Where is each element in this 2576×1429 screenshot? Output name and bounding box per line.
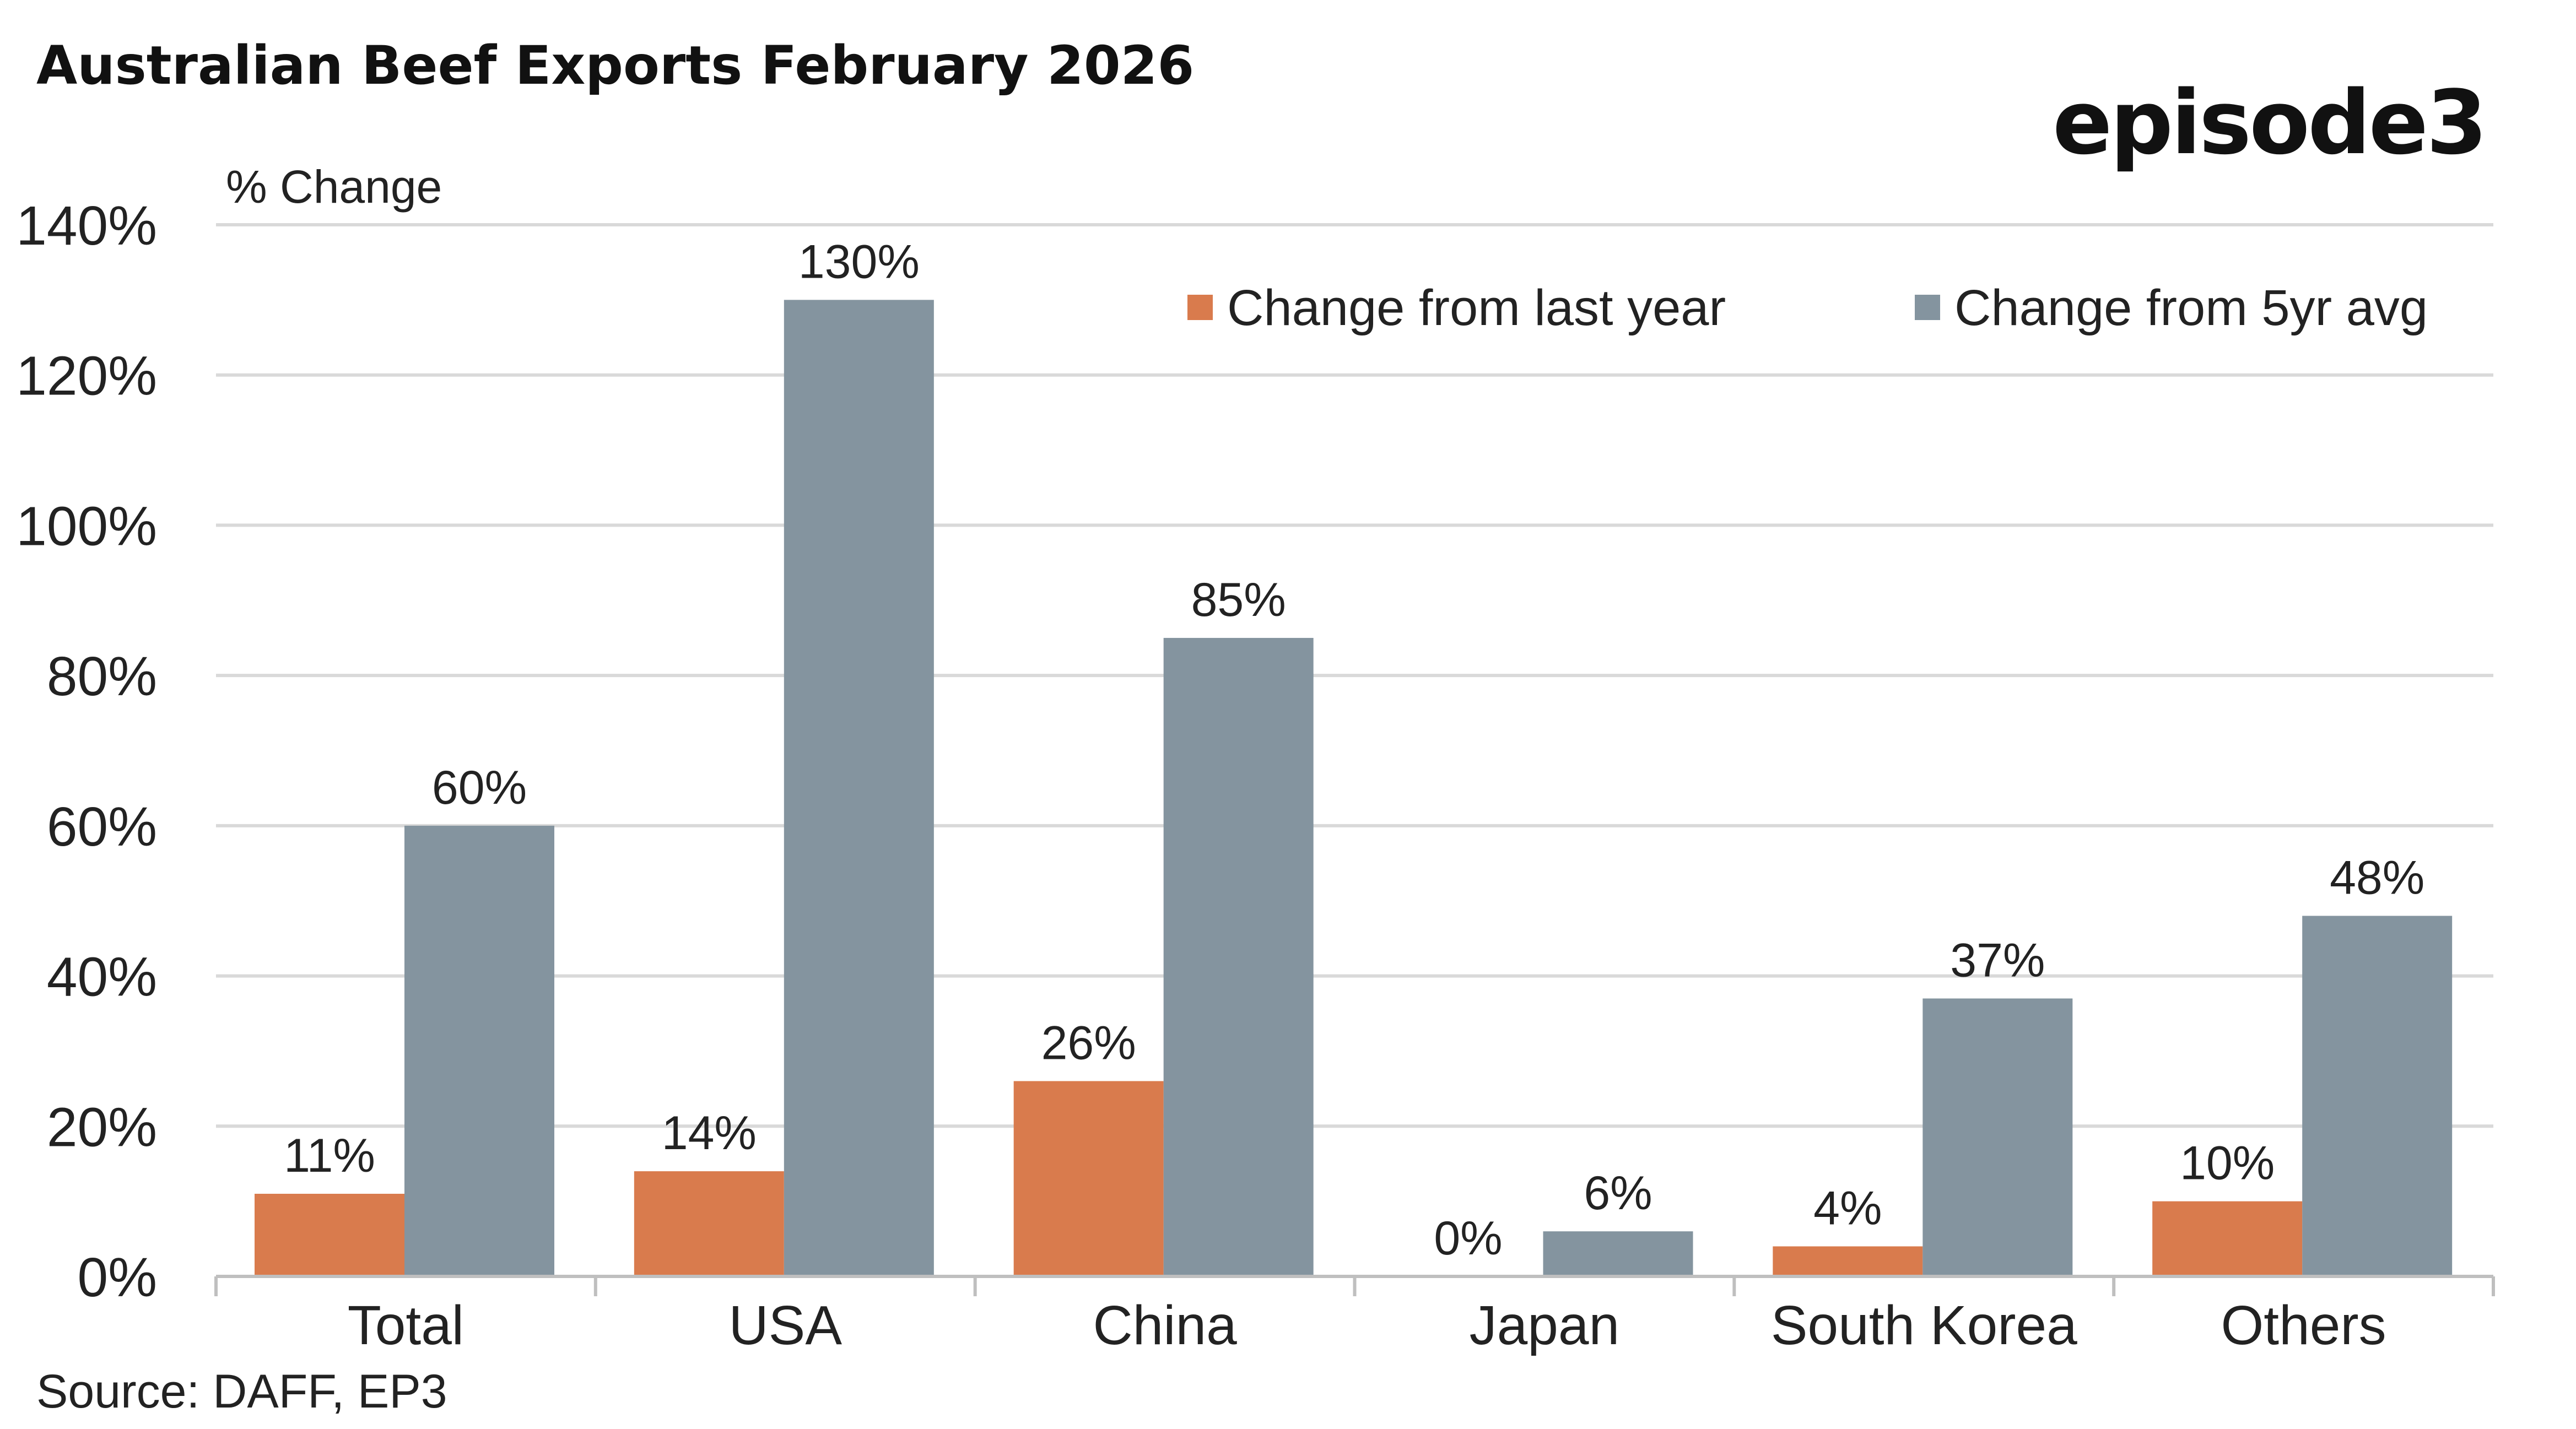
- y-axis-ticks: 0% 20% 40% 60% 80% 100% 120% 140%: [16, 195, 157, 1308]
- y-tick-label: 40%: [47, 946, 157, 1008]
- bar: [784, 300, 934, 1276]
- bar: [1773, 1246, 1923, 1276]
- y-axis-label: % Change: [226, 161, 442, 213]
- y-tick-label: 120%: [16, 345, 157, 407]
- bar: [1163, 637, 1314, 1276]
- legend-label: Change from last year: [1227, 280, 1726, 336]
- data-label: 37%: [1950, 934, 2045, 987]
- x-category-label: USA: [728, 1295, 842, 1356]
- y-tick-label: 80%: [47, 646, 157, 707]
- bar: [1543, 1231, 1693, 1276]
- bar: [404, 825, 554, 1276]
- x-category-label: China: [1093, 1295, 1237, 1356]
- x-category-label: Others: [2221, 1295, 2386, 1356]
- bar: [1013, 1081, 1164, 1276]
- gridlines: [216, 223, 2493, 1128]
- episode3-logo: episode3: [2053, 71, 2485, 174]
- y-tick-label: 0%: [77, 1247, 157, 1308]
- bar: [2302, 916, 2453, 1276]
- y-tick-label: 140%: [16, 195, 157, 257]
- bars: [255, 300, 2453, 1276]
- data-label: 6%: [1584, 1167, 1652, 1220]
- legend: Change from last year Change from 5yr avg: [1187, 280, 2428, 336]
- x-category-label: South Korea: [1771, 1295, 2077, 1356]
- data-label: 0%: [1434, 1212, 1502, 1265]
- bar: [634, 1171, 784, 1276]
- legend-swatch: [1187, 295, 1213, 320]
- x-axis: Total USA China Japan South Korea Others: [214, 1275, 2495, 1356]
- data-label: 14%: [662, 1107, 757, 1160]
- data-label: 11%: [284, 1129, 375, 1182]
- data-label: 85%: [1191, 573, 1286, 626]
- bar: [255, 1194, 404, 1276]
- y-tick-label: 60%: [47, 796, 157, 858]
- data-label: 26%: [1041, 1016, 1136, 1069]
- data-label: 130%: [798, 235, 920, 288]
- legend-label: Change from 5yr avg: [1954, 280, 2428, 336]
- bar: [1922, 998, 2073, 1276]
- legend-swatch: [1915, 295, 1940, 320]
- data-labels: 11% 60% 14% 130% 26% 85% 0% 6% 4% 37% 10% 48%: [284, 235, 2424, 1265]
- data-label: 48%: [2330, 851, 2424, 904]
- y-tick-label: 20%: [47, 1096, 157, 1158]
- bar: [2152, 1201, 2303, 1276]
- data-label: 4%: [1813, 1182, 1882, 1235]
- x-category-label: Japan: [1470, 1295, 1619, 1356]
- data-label: 10%: [2180, 1137, 2275, 1190]
- x-category-label: Total: [348, 1295, 464, 1356]
- chart-title: Australian Beef Exports February 2026: [36, 35, 1194, 96]
- data-label: 60%: [432, 761, 527, 814]
- source-note: Source: DAFF, EP3: [36, 1365, 447, 1418]
- y-tick-label: 100%: [16, 495, 157, 557]
